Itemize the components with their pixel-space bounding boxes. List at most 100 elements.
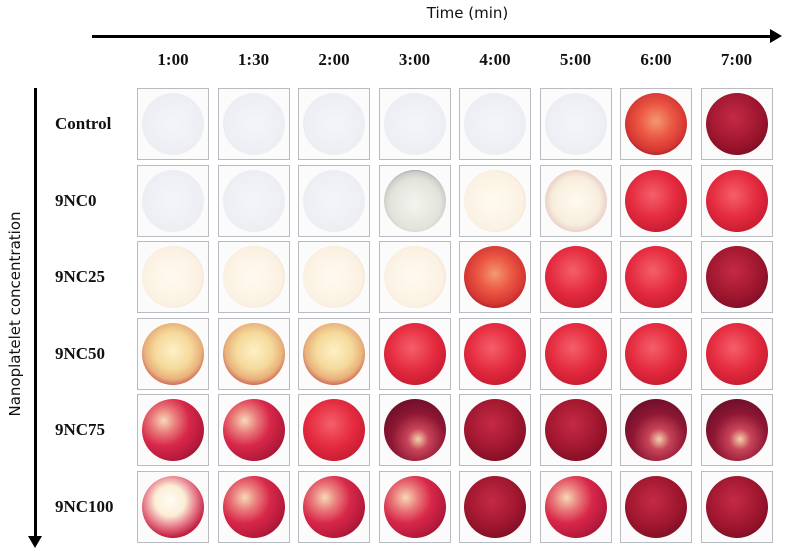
- blood-well-image: [544, 399, 607, 461]
- blood-well-image: [544, 169, 607, 232]
- blood-well-image: [464, 246, 526, 308]
- blood-well-image: [383, 399, 446, 461]
- well-cell: [378, 470, 451, 543]
- blood-well-image: [464, 169, 526, 232]
- well-cell: [137, 88, 209, 160]
- concentration-label: 9NC75: [55, 420, 106, 439]
- blood-well-image: [303, 322, 365, 385]
- blood-well-image: [383, 93, 446, 155]
- well-cell: [217, 241, 290, 313]
- concentration-label: 9NC25: [55, 267, 106, 286]
- well-cell: [620, 164, 692, 237]
- blood-well-image: [222, 93, 285, 155]
- time-label: 2:00: [318, 50, 350, 69]
- blood-well-image: [464, 475, 526, 538]
- blood-well-image: [222, 246, 285, 308]
- well-cell: [459, 470, 531, 543]
- well-cell: [217, 317, 290, 390]
- concentration-label: 9NC50: [55, 343, 106, 363]
- blood-well-image: [464, 93, 526, 155]
- well-cell: [459, 317, 531, 390]
- well-cell: [539, 470, 612, 543]
- well-cell: [298, 164, 370, 237]
- well-cell: [217, 394, 290, 466]
- well-cell: [620, 317, 692, 390]
- well-cell: [539, 164, 612, 237]
- well-cell: [137, 394, 209, 466]
- x-axis-title: Time (min): [426, 4, 509, 22]
- blood-well-image: [705, 399, 768, 461]
- blood-well-image: [383, 322, 446, 385]
- blood-well-image: [142, 322, 204, 385]
- well-cell: [137, 241, 209, 313]
- well-cell: [539, 88, 612, 160]
- blood-well-image: [303, 475, 365, 538]
- well-cell: [298, 317, 370, 390]
- well-cell: [700, 164, 773, 237]
- blood-well-image: [544, 475, 607, 538]
- well-cell: [700, 88, 773, 160]
- well-cell: [459, 164, 531, 237]
- well-cell: [459, 88, 531, 160]
- well-cell: [217, 470, 290, 543]
- blood-well-image: [222, 399, 285, 461]
- blood-well-image: [625, 93, 687, 155]
- well-cell: [378, 241, 451, 313]
- well-cell: [620, 470, 692, 543]
- blood-well-image: [142, 399, 204, 461]
- concentration-axis-arrow: [28, 88, 42, 548]
- well-cell: [137, 164, 209, 237]
- blood-well-image: [705, 169, 768, 232]
- blood-well-image: [222, 169, 285, 232]
- well-cell: [298, 88, 370, 160]
- time-label: 1:00: [157, 50, 189, 69]
- concentration-label: Control: [55, 114, 112, 133]
- concentration-label: 9NC0: [55, 190, 97, 210]
- well-cell: [700, 470, 773, 543]
- blood-well-image: [142, 475, 204, 538]
- blood-well-image: [142, 169, 204, 232]
- well-cell: [137, 470, 209, 543]
- blood-well-image: [222, 475, 285, 538]
- well-cell: [378, 394, 451, 466]
- time-label: 3:00: [398, 50, 431, 69]
- blood-well-image: [625, 475, 687, 538]
- well-cell: [459, 241, 531, 313]
- blood-well-image: [625, 246, 687, 308]
- well-cell: [620, 394, 692, 466]
- well-cell: [539, 394, 612, 466]
- blood-well-image: [705, 246, 768, 308]
- well-cell: [700, 317, 773, 390]
- well-cell: [378, 317, 451, 390]
- concentration-label: 9NC100: [55, 496, 114, 516]
- blood-well-image: [625, 169, 687, 232]
- blood-well-image: [625, 399, 687, 461]
- blood-well-image: [383, 169, 446, 232]
- blood-well-image: [544, 93, 607, 155]
- well-cell: [539, 317, 612, 390]
- blood-well-image: [222, 322, 285, 385]
- time-axis-arrow: [92, 29, 782, 43]
- well-cell: [298, 470, 370, 543]
- blood-well-image: [464, 322, 526, 385]
- time-label: 4:00: [479, 50, 511, 69]
- well-cell: [137, 317, 209, 390]
- blood-well-image: [705, 322, 768, 385]
- well-cell: [298, 241, 370, 313]
- well-cell: [700, 394, 773, 466]
- well-cell: [700, 241, 773, 313]
- blood-well-image: [544, 246, 607, 308]
- blood-well-image: [705, 475, 768, 538]
- well-cell: [217, 88, 290, 160]
- blood-well-image: [303, 246, 365, 308]
- y-axis-title: Nanoplatelet concentration: [6, 211, 24, 417]
- time-label: 6:00: [640, 50, 672, 69]
- blood-well-image: [625, 322, 687, 385]
- well-cell: [459, 394, 531, 466]
- blood-well-image: [142, 246, 204, 308]
- blood-well-image: [383, 246, 446, 308]
- time-label: 5:00: [559, 50, 592, 69]
- blood-well-image: [383, 475, 446, 538]
- time-label: 7:00: [720, 50, 753, 69]
- blood-well-image: [142, 93, 204, 155]
